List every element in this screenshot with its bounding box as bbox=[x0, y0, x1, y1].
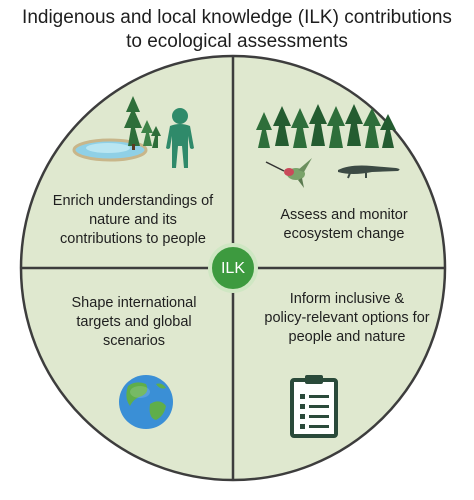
center-circle bbox=[208, 243, 258, 293]
quadrant-top-left-line-2: nature and its bbox=[89, 212, 177, 228]
quadrant-top-left-text: Enrich understandings of nature and its … bbox=[40, 192, 226, 249]
quadrant-top-right-line-2: ecosystem change bbox=[283, 226, 405, 242]
quadrant-bottom-right-line-3: people and nature bbox=[288, 329, 406, 345]
quadrant-bottom-right-line-2: policy-relevant options for bbox=[264, 310, 430, 326]
hummingbird-icon bbox=[265, 158, 312, 188]
quadrant-bottom-left-line-3: scenarios bbox=[102, 333, 166, 349]
title-line-1: Indigenous and local knowledge (ILK) con… bbox=[22, 7, 452, 28]
title-line-2: to ecological assessments bbox=[126, 31, 348, 52]
quadrant-top-left-line-3: contributions to people bbox=[60, 231, 206, 247]
lake-with-trees-icon bbox=[72, 96, 161, 162]
quadrant-top-right-text: Assess and monitor ecosystem change bbox=[246, 206, 442, 244]
crocodile-icon bbox=[338, 165, 400, 179]
quadrant-top-right-line-1: Assess and monitor bbox=[280, 207, 408, 223]
quadrant-bottom-left-line-2: targets and global bbox=[76, 314, 192, 330]
quadrant-bottom-left-text: Shape international targets and global s… bbox=[44, 294, 224, 351]
quadrant-top-left-line-1: Enrich understandings of bbox=[52, 193, 214, 209]
globe-icon bbox=[119, 375, 173, 429]
center-label: ILK bbox=[220, 260, 245, 277]
person-icon bbox=[166, 108, 194, 168]
diagram-title: Indigenous and local knowledge (ILK) con… bbox=[0, 6, 474, 54]
quadrant-bottom-left-line-1: Shape international bbox=[71, 295, 197, 311]
clipboard-icon bbox=[290, 375, 338, 438]
forest-icon bbox=[256, 104, 396, 148]
quadrant-bottom-right-line-1: Inform inclusive & bbox=[289, 291, 405, 307]
quadrant-bottom-right-text: Inform inclusive & policy-relevant optio… bbox=[244, 290, 450, 347]
